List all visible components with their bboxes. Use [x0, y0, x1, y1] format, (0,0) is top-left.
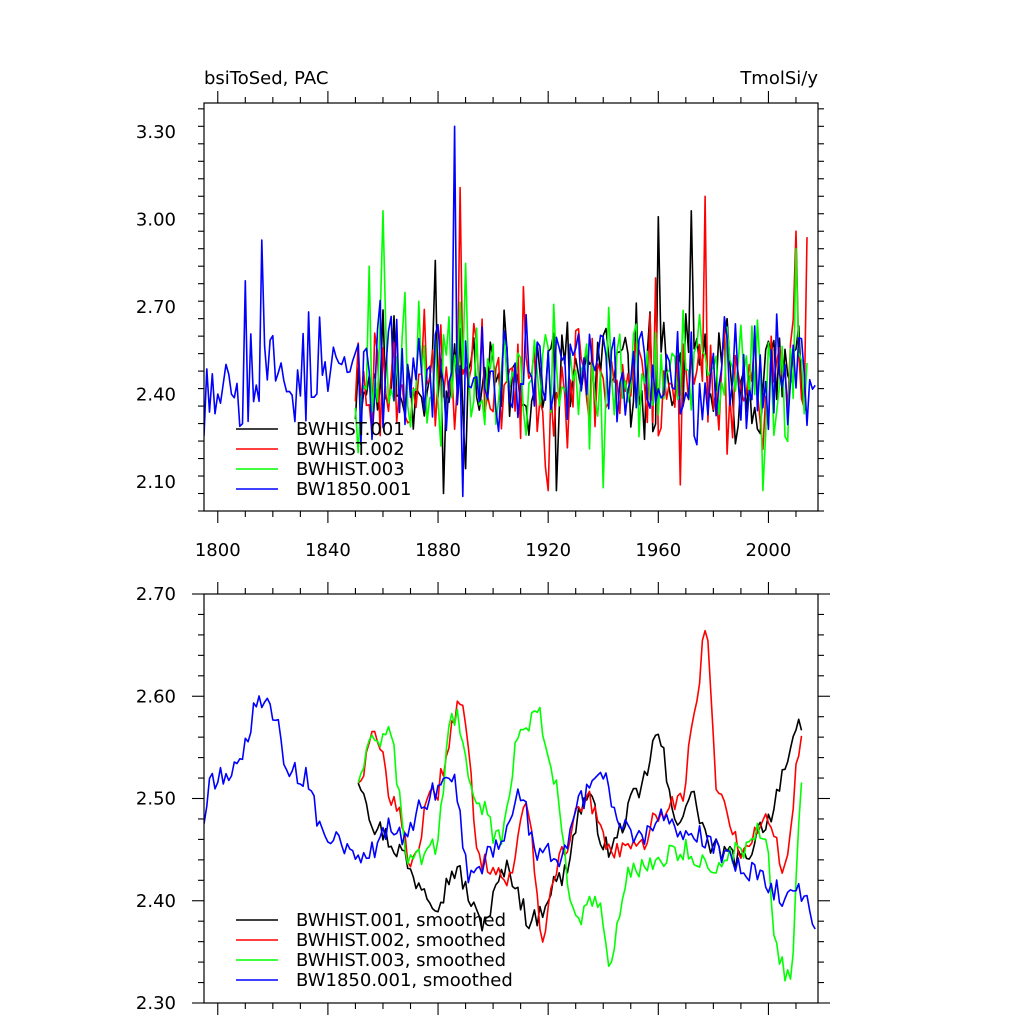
- chart2-y-tick-label: 2.40: [136, 891, 176, 912]
- chart2-y-tick-label: 2.50: [136, 789, 176, 810]
- chart2-plot: 2.30 2.40 2.50 2.60 2.70 BWHIST.001, smoothed…: [136, 582, 830, 1015]
- chart2-series-line-3: [357, 706, 803, 982]
- chart1-x-tick-label: 1840: [305, 540, 351, 561]
- chart2-series-line-1: [357, 718, 803, 932]
- chart1-legend-label-4: BW1850.001: [296, 479, 411, 500]
- chart1-y-tick-label: 2.10: [136, 472, 176, 493]
- chart1-title-left: bsiToSed, PAC: [204, 68, 328, 89]
- chart2-y-tick-label: 2.70: [136, 584, 176, 605]
- chart1-title-right: TmolSi/y: [739, 68, 818, 89]
- chart2-series-line-4: [204, 695, 816, 930]
- chart2-y-tick-label: 2.60: [136, 686, 176, 707]
- chart1-x-tick-label: 1800: [195, 540, 241, 561]
- chart1-x-tick-label: 1960: [635, 540, 681, 561]
- chart2-legend-label-3: BWHIST.003, smoothed: [296, 950, 506, 971]
- chart2-legend-label-2: BWHIST.002, smoothed: [296, 930, 506, 951]
- chart1-y-tick-label: 2.70: [136, 297, 176, 318]
- chart1-y-tick-label: 3.30: [136, 122, 176, 143]
- chart1-x-tick-label: 2000: [746, 540, 792, 561]
- chart1-plot: 1800 1840 1880 1920 1960 2000 2.10 2.40 2.70 3.00…: [136, 91, 824, 561]
- chart1-x-tick-label: 1920: [525, 540, 571, 561]
- chart2-legend-label-1: BWHIST.001, smoothed: [296, 910, 506, 931]
- chart1-y-tick-label: 2.40: [136, 384, 176, 405]
- chart1-frame: [203, 102, 819, 512]
- chart1-x-tick-label: 1880: [415, 540, 461, 561]
- chart1-legend-label-1: BWHIST.001: [296, 419, 405, 440]
- chart1-legend-label-3: BWHIST.003: [296, 459, 405, 480]
- chart1-y-tick-label: 3.00: [136, 210, 176, 231]
- chart1-series-line-4: [204, 125, 816, 498]
- chart2-y-tick-label: 2.30: [136, 993, 176, 1014]
- chart2-series-line-2: [357, 629, 803, 943]
- chart2-legend-label-4: BW1850.001, smoothed: [296, 970, 513, 991]
- chart1-legend-label-2: BWHIST.002: [296, 439, 405, 460]
